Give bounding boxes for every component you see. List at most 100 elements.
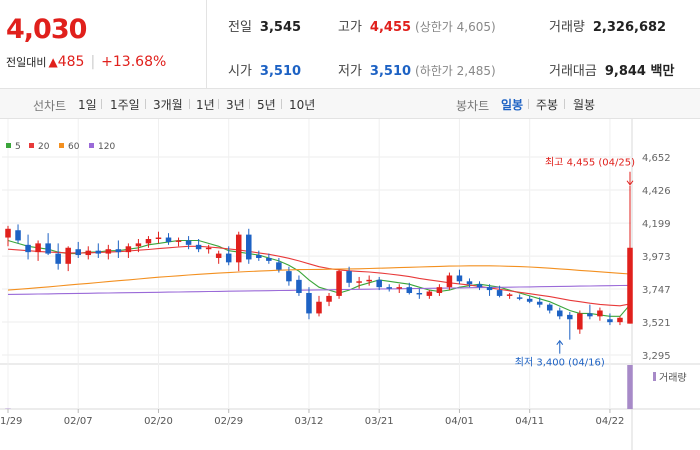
tab-monthly[interactable]: 월봉 [573,98,596,112]
candle-body [266,257,272,261]
divider: | [90,54,96,70]
stat-sub: (상한가 4,605) [415,20,496,34]
candle-body [526,298,533,302]
stat-label: 거래량 [549,20,585,35]
stat-prev-close: 전일 3,545 [228,16,301,35]
stat-label: 거래대금 [549,64,597,79]
candle-body [25,244,31,253]
ma-line-120 [7,284,631,295]
volume-bar [627,365,633,409]
y-tick-label: 4,199 [642,219,671,230]
tab-1d[interactable]: 1일 [78,98,97,112]
legend-swatch [6,143,11,148]
stat-label: 시가 [228,64,252,79]
candle-body [15,230,21,241]
candle-body [306,292,312,314]
current-price: 4,030 [6,14,87,45]
tab-divider [189,99,190,109]
candle-body [326,295,332,302]
legend-label: 20 [38,142,50,152]
candle-body [185,240,192,245]
change-amount: 485 [57,54,85,70]
tab-divider [281,99,282,109]
candle-body [456,275,463,282]
candle-body [105,249,112,254]
candle-body [246,234,252,260]
candle-body [587,313,593,317]
tab-divider [528,99,529,109]
candle-body [466,281,473,285]
volume-label: 거래량 [659,372,687,384]
candle-body [155,237,162,240]
candle-body [476,284,483,288]
x-tick-label: 03/21 [365,416,394,427]
tab-divider [249,99,250,109]
tab-divider [218,99,219,109]
candle-body [406,287,413,293]
candle-body [165,237,172,242]
candle-body [115,249,122,253]
y-tick-label: 3,521 [642,318,671,329]
line-chart-label: 선차트 [33,99,67,113]
candle-body [145,239,152,244]
chart-tabs: 선차트 1일 1주일 3개월 1년 3년 5년 10년 봉차트 일봉 주봉 월봉 [0,89,700,119]
tab-1y[interactable]: 1년 [196,98,215,112]
candle-body [215,253,222,258]
volume-legend-swatch [653,372,656,381]
y-tick-label: 3,973 [642,252,671,263]
tab-daily[interactable]: 일봉 [501,98,524,112]
stat-label: 전일 [228,20,252,35]
change-row: 전일대비 ▲485 | +13.68% [6,54,166,70]
legend-label: 120 [98,142,115,152]
candle-body [95,250,102,254]
max-arrow-head [626,180,634,186]
candle-body [496,290,503,296]
candle-body [65,247,71,264]
y-tick-label: 3,747 [642,285,671,296]
tab-3y[interactable]: 3년 [226,98,245,112]
candle-body [316,301,322,314]
ma-line-60 [7,265,631,291]
legend-swatch [29,143,34,148]
candle-body [235,234,242,263]
candle-body [45,243,51,254]
candle-body [175,240,182,242]
x-tick-label: 01/29 [0,416,22,427]
stat-low: 저가 3,510 (하한가 2,485) [338,60,496,79]
x-tick-label: 04/22 [596,416,625,427]
x-tick-label: 04/01 [445,416,474,427]
stat-high: 고가 4,455 (상한가 4,605) [338,16,496,35]
tab-1w[interactable]: 1주일 [110,98,140,112]
candle-body [607,319,613,323]
candle-body [486,287,493,291]
candle-body [35,243,41,253]
stock-chart[interactable]: 4,652 4,426 4,199 3,973 3,747 3,521 3,295 01/29… [0,119,700,450]
candle-body [75,249,81,256]
change-label: 전일대비 [6,56,47,69]
candle-body [85,250,92,256]
candle-body [256,255,262,258]
candle-body [426,291,433,296]
legend-label: 5 [15,142,21,152]
candle-body [557,310,563,317]
candle-chart-label: 봉차트 [456,99,490,113]
candle-body [597,310,603,317]
tab-3m[interactable]: 3개월 [153,98,183,112]
candle-body [195,244,202,250]
x-tick-label: 03/12 [295,416,324,427]
stat-value: 4,455 [369,20,412,35]
tab-10y[interactable]: 10년 [289,98,316,112]
y-tick-label: 4,426 [642,186,671,197]
candle-body [436,287,443,293]
up-triangle-icon: ▲ [48,55,58,69]
stat-label: 고가 [338,20,362,35]
candle-body [516,297,523,299]
tab-weekly[interactable]: 주봉 [536,98,559,112]
tab-5y[interactable]: 5년 [257,98,276,112]
candle-body [296,279,302,293]
candle-body [396,287,403,289]
candle-body [286,271,292,282]
max-annotation: 최고 4,455 (04/25) [545,157,635,169]
candle-body [5,228,11,238]
candle-body [276,262,282,270]
